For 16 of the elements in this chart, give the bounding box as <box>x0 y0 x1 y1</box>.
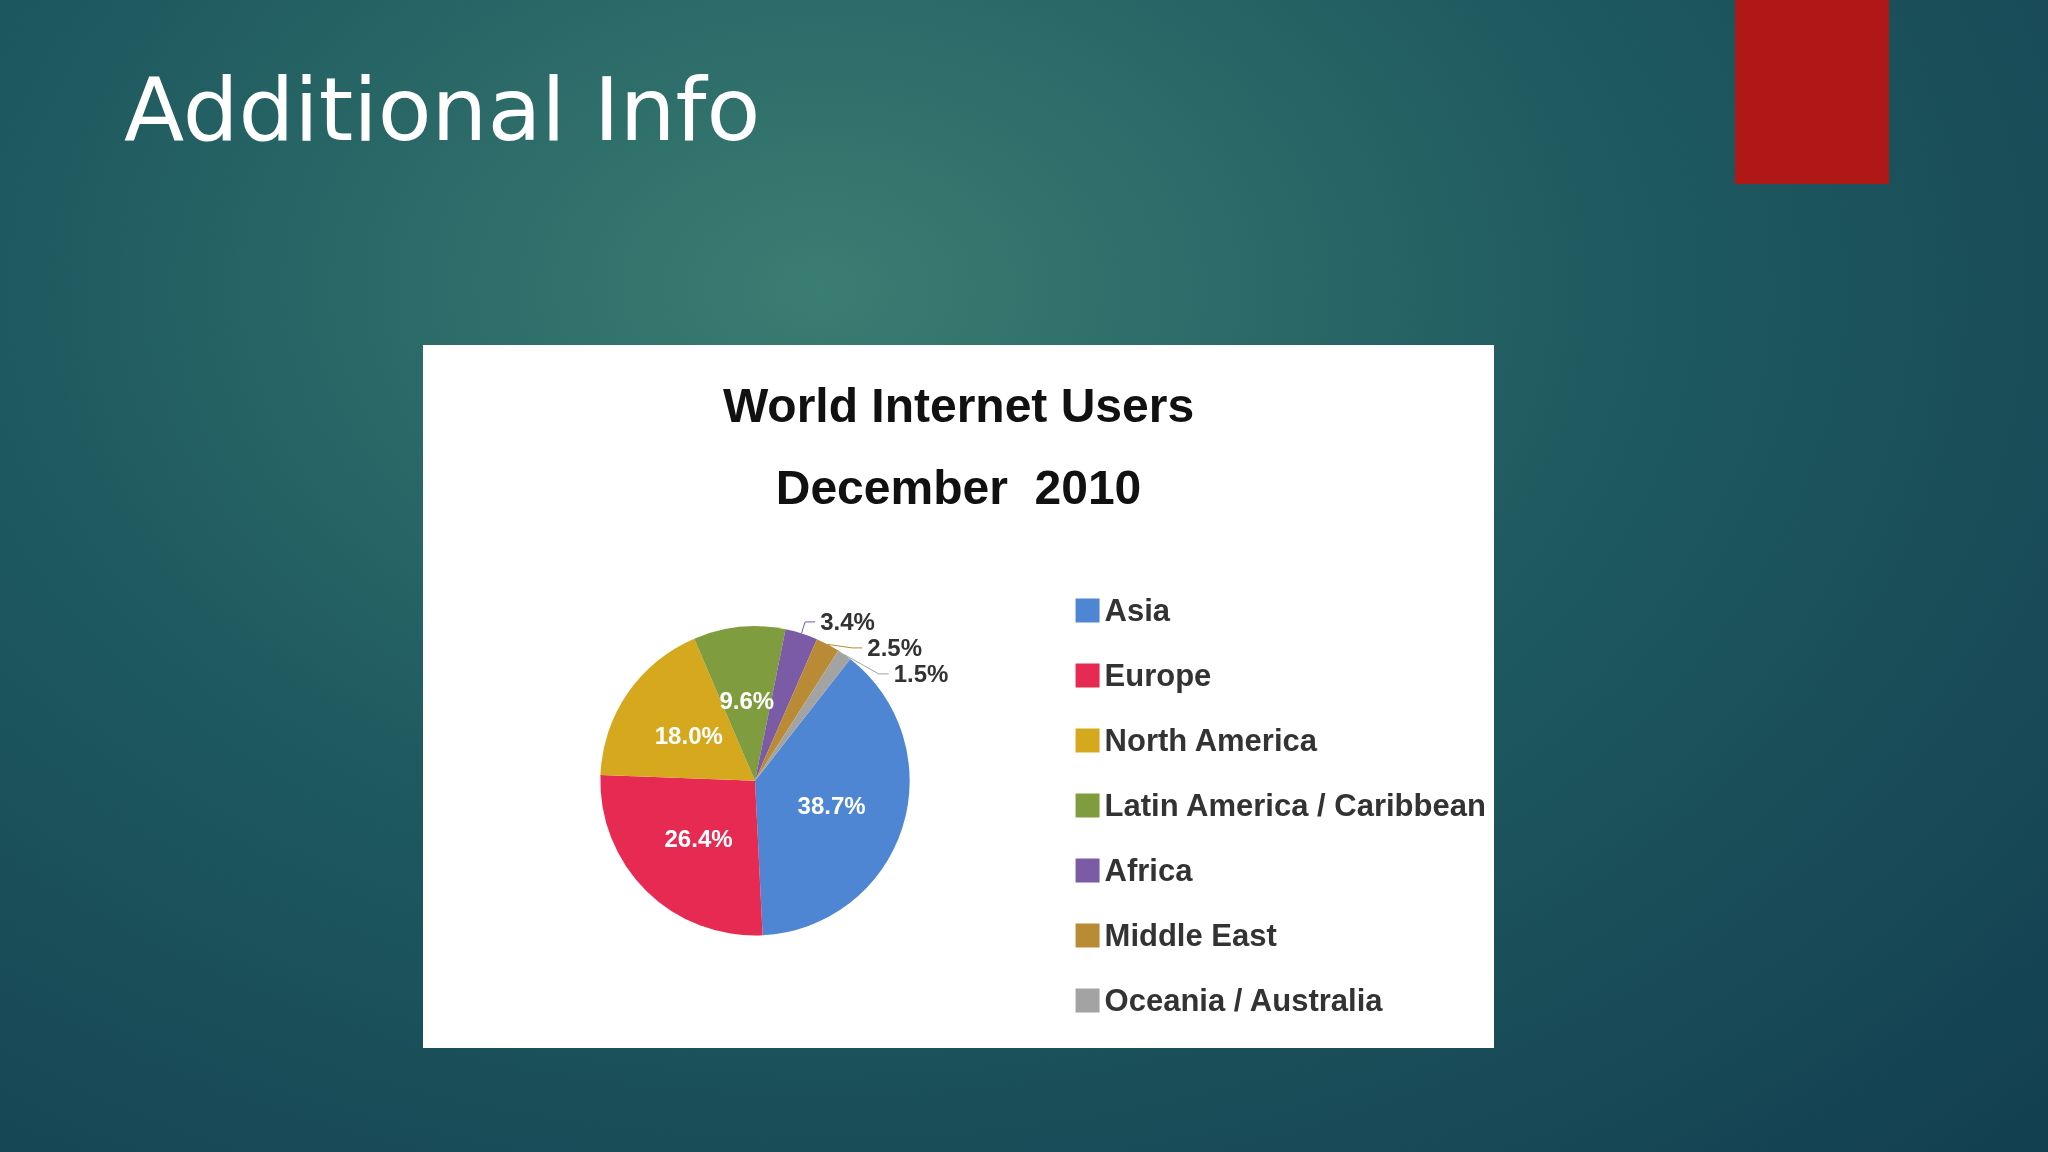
text: World Internet Users December 2010 <box>722 378 1195 514</box>
data-label: 26.4% <box>664 824 733 852</box>
text: Additional Info <box>124 58 761 161</box>
data-label: 38.7% <box>797 791 866 819</box>
legend-label: Asia <box>1104 593 1171 628</box>
legend-label: Oceania / Australia <box>1104 983 1384 1018</box>
legend-label: Middle East <box>1104 918 1277 953</box>
legend-label: North America <box>1104 723 1318 758</box>
legend-label: Latin America / Caribbean <box>1104 788 1486 823</box>
data-label: 18.0% <box>654 721 723 749</box>
data-label: 1.5% <box>893 660 949 688</box>
legend-label: Africa <box>1104 853 1194 888</box>
data-label: 3.4% <box>820 608 875 636</box>
legend-label: Europe <box>1104 658 1212 693</box>
data-label: 9.6% <box>719 687 775 715</box>
data-label: 2.5% <box>867 634 923 662</box>
